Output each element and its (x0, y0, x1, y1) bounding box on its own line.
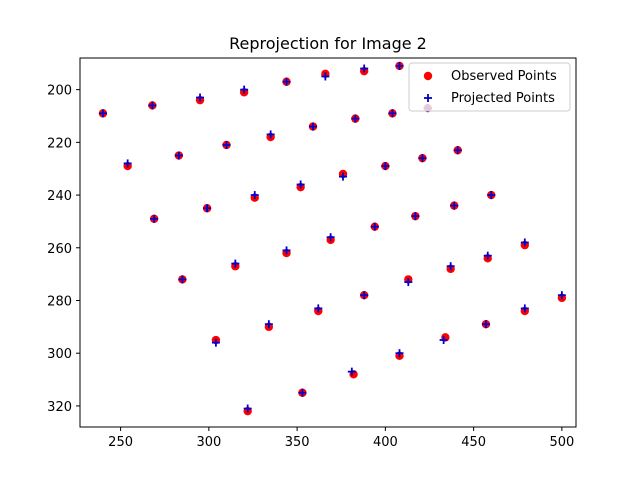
projected-point (418, 154, 427, 163)
projected-point (388, 109, 397, 118)
projected-point (123, 159, 132, 168)
y-tick-label: 280 (47, 294, 72, 309)
projected-point (203, 204, 212, 213)
projected-point (298, 388, 307, 397)
projected-point (520, 304, 529, 313)
projected-point (196, 93, 205, 102)
projected-point (243, 404, 252, 413)
projected-point (404, 278, 413, 287)
y-tick-label: 300 (47, 347, 72, 362)
axis-ticks: 250 300 350 400 450 500 200 220 240 260 280 300 320 (47, 84, 574, 450)
chart-title: Reprojection for Image 2 (229, 34, 427, 53)
projected-point (520, 238, 529, 247)
x-tick-label: 400 (373, 435, 398, 450)
projected-point (211, 338, 220, 347)
projected-point (395, 349, 404, 358)
projected-point (282, 77, 291, 86)
projected-point (264, 320, 273, 329)
projected-point (321, 72, 330, 81)
projected-point (446, 262, 455, 271)
legend: Observed Points Projected Points (408, 62, 571, 112)
x-tick-label: 300 (196, 435, 221, 450)
projected-point (411, 212, 420, 221)
projected-point (339, 172, 348, 181)
projected-point (150, 214, 159, 223)
projected-point (483, 251, 492, 260)
projected-point (266, 130, 275, 139)
projected-point (240, 85, 249, 94)
legend-label-observed: Observed Points (451, 69, 557, 84)
projected-point (250, 191, 259, 200)
projected-point (481, 320, 490, 329)
projected-point (174, 151, 183, 160)
projected-point (231, 259, 240, 268)
projected-point (314, 304, 323, 313)
y-tick-label: 260 (47, 242, 72, 257)
projected-point (326, 233, 335, 242)
x-tick-label: 450 (461, 435, 486, 450)
axes-frame (79, 57, 577, 428)
projected-point (557, 291, 566, 300)
projected-point (395, 61, 404, 70)
projected-point (148, 101, 157, 110)
projected-point (178, 275, 187, 284)
projected-point (360, 64, 369, 73)
projected-point (453, 146, 462, 155)
projected-point (282, 246, 291, 255)
projected-point (370, 222, 379, 231)
legend-marker-observed (423, 71, 433, 81)
projected-point (308, 122, 317, 131)
projected-point (439, 336, 448, 345)
plot-area (98, 61, 567, 416)
projected-point (347, 367, 356, 376)
legend-label-projected: Projected Points (451, 91, 555, 106)
x-tick-label: 500 (549, 435, 574, 450)
x-tick-label: 250 (108, 435, 133, 450)
projected-point (351, 114, 360, 123)
projected-point (381, 162, 390, 171)
projected-point (360, 291, 369, 300)
legend-box (408, 62, 571, 112)
x-tick-label: 350 (285, 435, 310, 450)
y-tick-label: 220 (47, 136, 72, 151)
projected-point (98, 109, 107, 118)
projected-point (487, 191, 496, 200)
y-tick-label: 320 (47, 400, 72, 415)
projected-point (296, 180, 305, 189)
y-tick-label: 200 (47, 84, 72, 99)
legend-marker-projected (424, 94, 432, 102)
projected-point (222, 140, 231, 149)
projected-point (450, 201, 459, 210)
y-tick-label: 240 (47, 189, 72, 204)
